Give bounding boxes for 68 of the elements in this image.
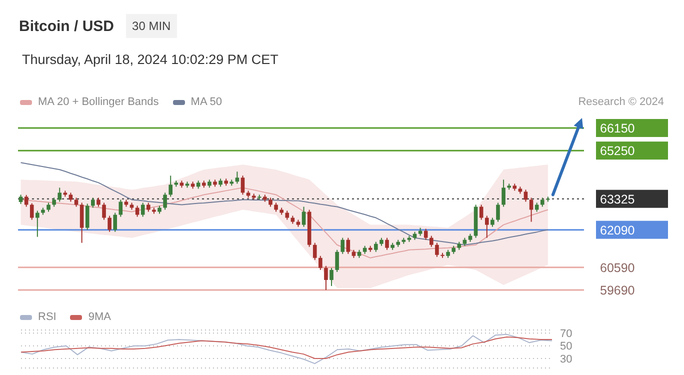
candlestick [540,197,544,208]
candlestick [496,202,500,222]
candlestick [113,212,118,232]
candlestick [385,237,389,250]
y-tick-label: 65250 [600,144,635,158]
text: Research © 2024 [578,96,664,108]
candlestick [74,197,78,208]
candlestick [58,187,62,202]
y-tick-label: 62090 [600,223,635,238]
candlestick [24,194,28,208]
candlestick [302,206,306,228]
candlestick [80,202,84,244]
candlestick [240,175,245,196]
candlestick [102,202,106,220]
y-tick-label: 66150 [600,122,635,136]
candlestick [479,204,484,220]
candlestick [534,202,539,212]
candlestick [330,267,334,286]
candlestick [430,235,434,248]
candlestick [374,241,378,252]
chart-title: Bitcoin / USD [19,18,114,34]
candlestick [235,171,240,184]
candlestick [18,194,23,204]
candlestick [529,197,534,222]
y-tick-label: 50 [560,340,572,353]
legend-label: 9MA [88,311,111,323]
candlestick [268,197,272,208]
y-tick-label: 30 [560,353,572,366]
candlestick [335,249,339,272]
candlestick [36,210,40,238]
candlestick [274,202,278,212]
y-tick-label: 63325 [600,192,635,206]
line-series [21,336,552,359]
candlestick [30,202,34,220]
legend-label: MA 20 + Bollinger Bands [38,96,159,108]
candlestick [108,215,112,232]
candlestick [168,175,172,198]
candlestick [312,242,317,260]
candlestick [524,189,528,202]
candlestick [46,202,50,212]
candlestick [91,197,95,208]
candlestick [502,179,506,208]
text: Thursday, April 18, 2024 10:02:29 PM CET [22,52,278,67]
candlestick [490,217,494,228]
y-tick-label: 59690 [600,284,635,298]
candlestick [140,202,145,218]
candlestick [484,215,489,238]
candlestick [68,192,73,202]
legend-label: RSI [38,311,56,323]
candlestick [340,237,345,254]
candlestick [52,197,56,208]
legend-label: MA 50 [190,96,222,108]
candlestick [85,203,90,230]
candlestick [318,255,322,270]
candlestick [424,228,428,240]
chart-subtitle: 30 MIN [126,14,177,38]
candlestick [118,199,123,218]
y-tick-label: 60590 [600,260,635,275]
candlestick [324,265,328,290]
candlestick [435,242,439,258]
candlestick [135,205,140,218]
line-series [21,334,552,364]
candlestick [96,197,100,208]
y-tick-label: 70 [560,328,572,340]
candlestick [346,237,350,254]
candlestick [163,192,167,210]
candlestick [146,202,150,212]
candlestick [285,210,290,220]
